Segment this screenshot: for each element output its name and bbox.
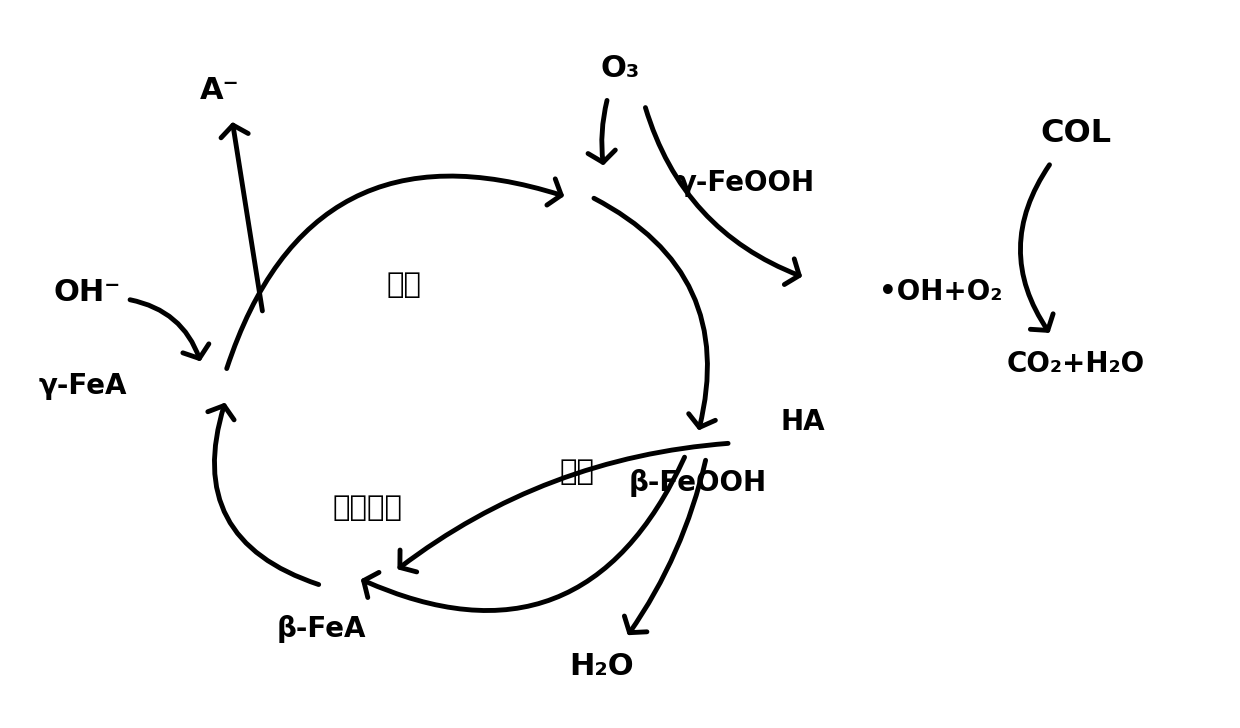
Text: β-FeA: β-FeA <box>277 614 366 643</box>
Text: 脱附: 脱附 <box>387 271 422 298</box>
Text: H₂O: H₂O <box>569 652 634 681</box>
Text: COL: COL <box>1040 118 1111 149</box>
Text: 电子转移: 电子转移 <box>332 494 403 522</box>
Text: γ-FeOOH: γ-FeOOH <box>678 169 815 197</box>
Text: •OH+O₂: •OH+O₂ <box>879 278 1002 306</box>
Text: β-FeOOH: β-FeOOH <box>629 470 768 497</box>
Text: A⁻: A⁻ <box>200 76 239 105</box>
Text: CO₂+H₂O: CO₂+H₂O <box>1007 350 1145 378</box>
Text: HA: HA <box>780 408 825 435</box>
Text: O₃: O₃ <box>600 55 640 84</box>
Text: OH⁻: OH⁻ <box>53 277 120 306</box>
Text: 吸附: 吸附 <box>559 458 594 486</box>
Text: γ-FeA: γ-FeA <box>38 371 128 400</box>
